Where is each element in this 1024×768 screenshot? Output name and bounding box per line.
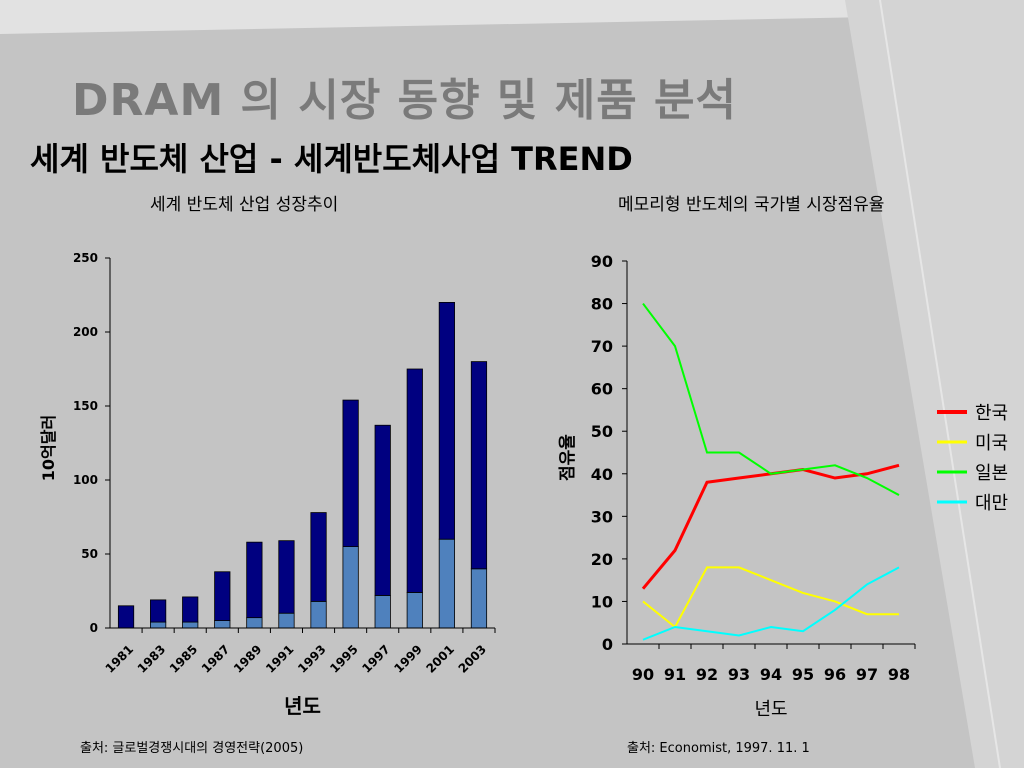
bar-y-axis-label: 10억달러 [39, 415, 58, 481]
bar-segment [470, 361, 488, 570]
bar-segment [182, 596, 199, 623]
line-y-tick-label: 90 [591, 252, 613, 271]
line-y-tick-label: 50 [591, 422, 613, 441]
line-y-tick-label: 10 [591, 592, 613, 611]
bar-segment [470, 568, 488, 629]
line-chart-source: 출처: Economist, 1997. 11. 1 [627, 741, 810, 756]
bar-segment [182, 621, 199, 629]
bar-y-tick-label: 250 [73, 251, 98, 265]
line-y-axis-label: 점유율 [558, 434, 578, 481]
line-x-tick-label: 90 [632, 665, 654, 684]
line-series-4 [642, 566, 900, 641]
slide-title: DRAM 의 시장 동향 및 제품 분석 [72, 75, 737, 126]
bar-segment [406, 592, 423, 629]
line-x-tick-label: 98 [888, 665, 910, 684]
bar-y-tick-label: 200 [73, 325, 98, 339]
bar-segment [278, 540, 295, 614]
line-x-axis: 90 91 92 93 94 95 96 97 98 [627, 643, 916, 684]
bar-x-tick-label: 1989 [231, 642, 265, 676]
line-y-tick-label: 60 [591, 380, 613, 399]
bar-chart: 0 50 100 150 200 250 198119831985198719891991… [39, 251, 496, 718]
line-y-tick-label: 20 [591, 550, 613, 569]
line-series [641, 302, 900, 641]
bar-segment [374, 424, 391, 596]
line-x-tick-label: 93 [728, 665, 750, 684]
bar-segment [150, 621, 167, 629]
bar-x-axis: 1981198319851987198919911993199519971999… [103, 627, 496, 676]
bar-x-tick-label: 2001 [423, 642, 457, 676]
line-y-tick-label: 30 [591, 507, 613, 526]
line-x-tick-label: 92 [696, 665, 718, 684]
line-series-3 [642, 302, 900, 496]
legend-label: 일본 [975, 463, 1008, 484]
line-series-1 [641, 463, 900, 590]
bar-segment [406, 368, 423, 593]
bar-bars [117, 302, 488, 629]
legend-label: 대만 [975, 493, 1008, 514]
line-chart-title: 메모리형 반도체의 국가별 시장점유율 [618, 195, 885, 215]
line-x-tick-label: 94 [760, 665, 782, 684]
legend-label: 한국 [975, 403, 1008, 424]
bar-x-tick-label: 1993 [295, 642, 329, 676]
bar-segment [310, 512, 327, 602]
bar-segment [342, 399, 359, 548]
bar-chart-source: 출처: 글로벌경쟁시대의 경영전략(2005) [80, 741, 304, 756]
bar-y-tick-label: 0 [90, 621, 98, 635]
bar-x-tick-label: 1991 [263, 642, 297, 676]
line-x-tick-label: 91 [664, 665, 686, 684]
bar-chart-title: 세계 반도체 산업 성장추이 [150, 195, 339, 215]
bar-segment [310, 600, 327, 629]
line-y-axis: 0 10 20 30 40 50 60 70 80 90 [591, 252, 628, 654]
bar-x-tick-label: 2003 [456, 642, 490, 676]
line-y-tick-label: 80 [591, 295, 613, 314]
bar-x-tick-label: 1987 [199, 642, 233, 676]
bar-x-tick-label: 1999 [391, 642, 425, 676]
line-y-tick-label: 0 [602, 635, 613, 654]
bar-segment [374, 595, 391, 629]
bar-segment [278, 612, 295, 629]
line-y-tick-label: 70 [591, 337, 613, 356]
bar-segment [214, 620, 231, 629]
bar-y-tick-label: 100 [73, 473, 98, 487]
bar-x-tick-label: 1997 [359, 642, 393, 676]
bar-y-tick-label: 150 [73, 399, 98, 413]
bar-x-tick-label: 1985 [167, 642, 201, 676]
line-x-tick-label: 97 [856, 665, 878, 684]
slide-subtitle: 세계 반도체 산업 - 세계반도체사업 TREND [30, 140, 633, 178]
legend-label: 미국 [975, 433, 1008, 454]
bar-segment [246, 617, 263, 629]
line-chart: 0 10 20 30 40 50 60 70 80 90 90 91 92 93 94 95 96 97 98 한… [558, 252, 1008, 720]
bar-segment [438, 302, 455, 540]
bar-segment [342, 546, 359, 629]
line-y-tick-label: 40 [591, 465, 613, 484]
bar-segment [214, 571, 231, 622]
bar-x-tick-label: 1983 [135, 642, 169, 676]
line-x-axis-label: 년도 [754, 699, 787, 720]
bar-x-axis-label: 년도 [284, 694, 321, 718]
bar-segment [117, 605, 135, 629]
bar-x-tick-label: 1995 [327, 642, 361, 676]
bar-segment [150, 599, 167, 623]
bar-segment [246, 541, 263, 619]
line-x-tick-label: 96 [824, 665, 846, 684]
line-x-tick-label: 95 [792, 665, 814, 684]
bar-y-axis: 0 50 100 150 200 250 [73, 251, 111, 635]
bar-segment [438, 538, 455, 629]
bar-x-tick-label: 1981 [103, 642, 137, 676]
line-series-2 [642, 566, 899, 629]
bar-y-tick-label: 50 [81, 547, 98, 561]
